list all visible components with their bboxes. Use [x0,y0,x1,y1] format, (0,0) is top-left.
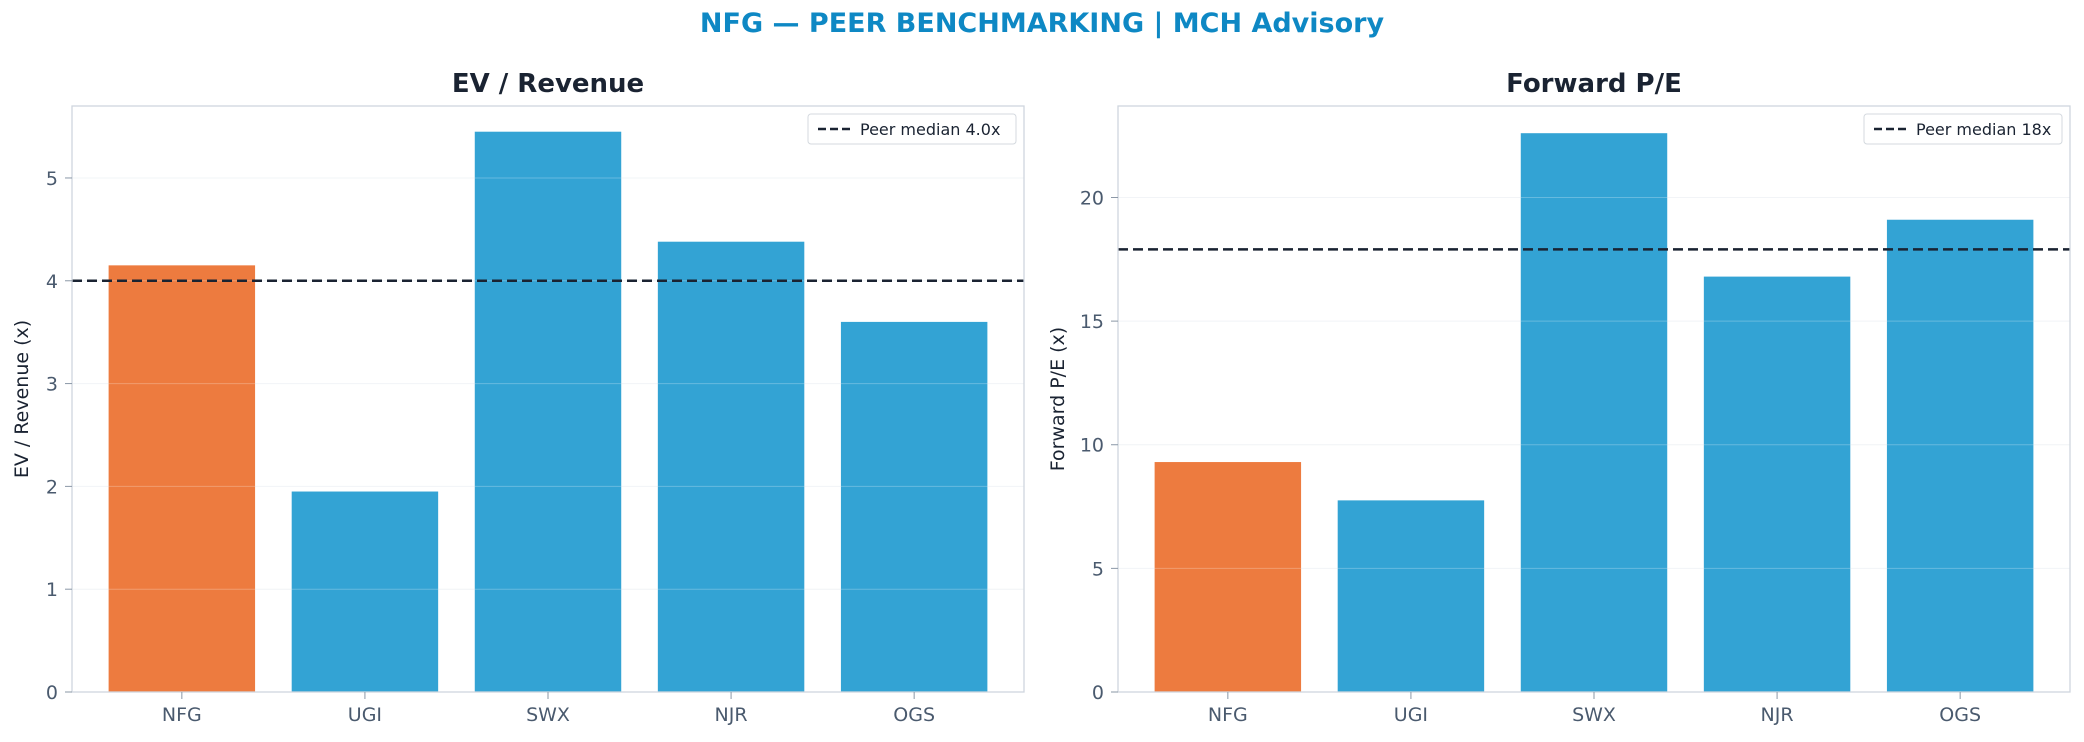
figure-title: NFG — PEER BENCHMARKING | MCH Advisory [699,8,1385,39]
y-tick-label: 0 [46,682,58,704]
chart-panel-1: 0 1 2 3 4 5 NFG UGI SWX NJR OGS EV / Revenue EV / Re… [11,69,1025,726]
panel-title: EV / Revenue [452,69,644,99]
legend: Peer median 18x [1863,113,2063,145]
chart-panel-2: 0 5 10 15 20 NFG UGI SWX NJR OGS Forward P/E Forwar… [1047,69,2071,726]
y-tick-label: 1 [46,579,58,601]
panel-title: Forward P/E [1506,69,1682,99]
x-tick-label: NFG [162,704,202,726]
bar-ugi [1337,500,1485,692]
y-tick-label: 15 [1080,311,1104,333]
bar-nfg [108,265,256,692]
y-axis-label: Forward P/E (x) [1047,327,1069,471]
y-tick-label: 4 [46,271,58,293]
bar-swx [1520,133,1668,693]
x-tick-label: NJR [1761,704,1794,726]
legend-box [1863,113,2063,145]
y-tick-label: 10 [1080,435,1104,457]
legend-box [807,113,1017,145]
x-tick-label: UGI [1394,704,1428,726]
legend-label: Peer median 18x [1916,120,2051,139]
x-tick-label: OGS [1939,704,1981,726]
x-tick-label: SWX [526,704,570,726]
x-tick-label: SWX [1572,704,1616,726]
y-tick-label: 20 [1080,187,1104,209]
bar-ogs [840,321,988,692]
x-tick-label: NJR [715,704,748,726]
x-tick-label: OGS [893,704,935,726]
x-tick-label: UGI [348,704,382,726]
bar-nfg [1154,462,1302,692]
legend: Peer median 4.0x [807,113,1017,145]
y-tick-label: 0 [1092,682,1104,704]
legend-label: Peer median 4.0x [860,120,1000,139]
y-tick-label: 5 [46,168,58,190]
bar-njr [657,241,805,692]
bar-ugi [291,491,439,692]
y-tick-label: 3 [46,374,58,396]
bar-ogs [1886,219,2034,692]
bar-swx [474,131,622,692]
y-axis-label: EV / Revenue (x) [11,320,33,478]
x-tick-label: NFG [1208,704,1248,726]
y-tick-label: 5 [1092,558,1104,580]
bar-njr [1703,276,1851,692]
y-tick-label: 2 [46,476,58,498]
